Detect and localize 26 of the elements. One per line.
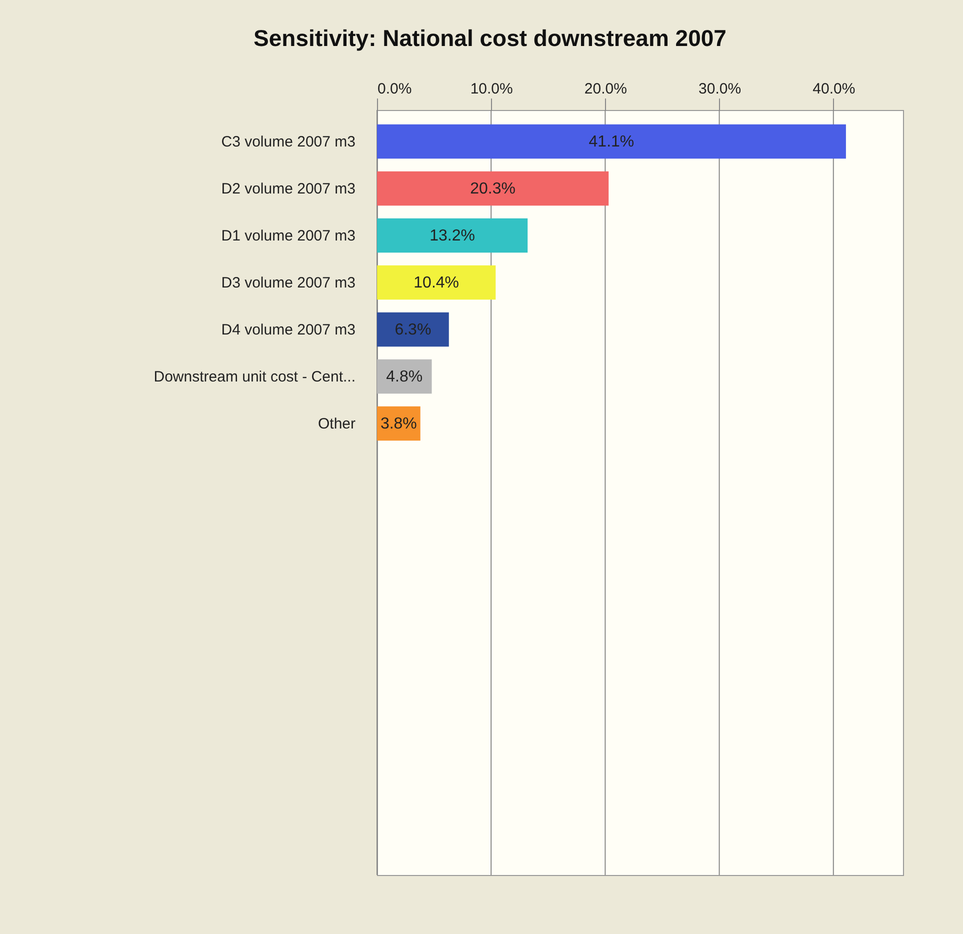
data-label: 3.8% [380,416,417,432]
data-label: 4.8% [386,368,423,386]
data-label: 20.3% [470,180,516,198]
x-tick-label: 0.0% [378,80,412,98]
y-tick-label: D1 volume 2007 m3 [221,228,356,244]
y-tick-label: C3 volume 2007 m3 [221,134,356,150]
y-tick-label: D2 volume 2007 m3 [221,180,356,198]
data-label: 41.1% [588,134,634,150]
bar [377,171,609,206]
chart-title: Sensitivity: National cost downstream 2007 [254,25,726,51]
bar [377,265,496,300]
data-label: 10.4% [414,274,460,292]
x-tick-label: 40.0% [812,80,856,98]
y-tick-label: D3 volume 2007 m3 [221,274,356,292]
bar [377,359,432,394]
bar [377,124,846,159]
bar [377,312,449,347]
x-tick-label: 20.0% [584,80,627,98]
data-label: 6.3% [394,322,432,338]
x-tick-label: 10.0% [470,80,513,98]
y-tick-label: Other [318,416,356,432]
x-tick-label: 30.0% [698,80,742,98]
data-label: 13.2% [430,228,475,244]
bar [377,218,528,253]
y-tick-label: Downstream unit cost - Cent... [154,368,356,386]
y-tick-label: D4 volume 2007 m3 [221,322,356,338]
